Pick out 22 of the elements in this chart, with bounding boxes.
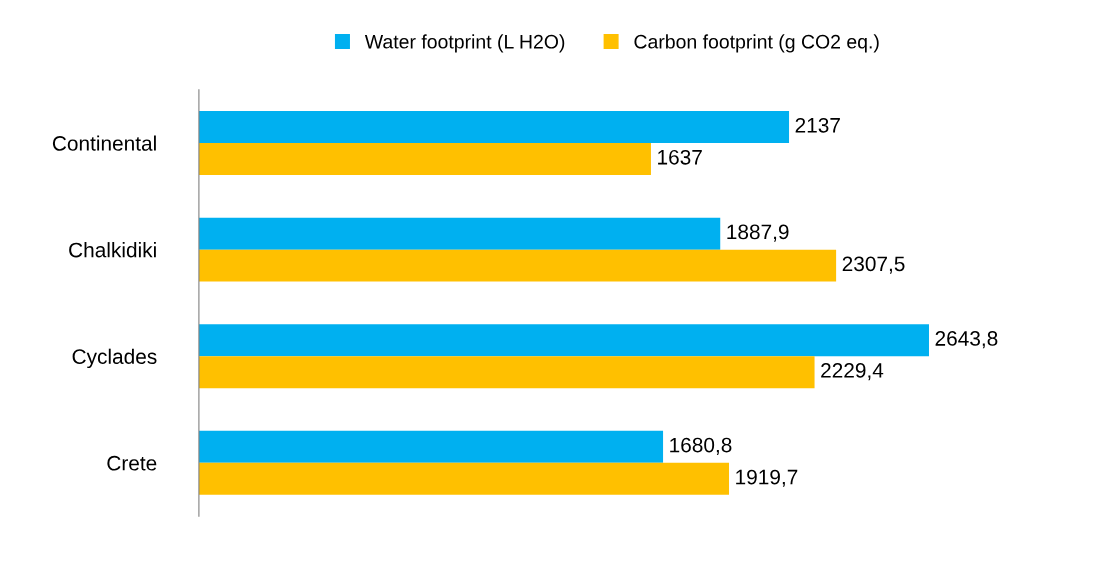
bar [198,430,664,463]
data-label: 2643,8 [935,331,998,349]
data-label: 2229,4 [821,363,884,381]
bar [198,324,929,357]
data-label: 1637 [658,149,702,165]
data-label: 1680,8 [670,437,732,455]
bar [198,111,790,144]
y-tick-label: Chalkidiki [69,242,156,258]
data-label: 2307,5 [842,256,905,274]
y-tick-label: Continental [52,135,156,151]
bar [198,356,815,389]
legend-label: Water footprint (L H2O) [364,34,565,53]
y-tick-label: Crete [107,455,157,471]
data-label: 1887,9 [727,224,789,242]
bar [198,143,651,176]
bar [198,249,837,282]
data-label: 2137 [795,117,840,133]
data-label: 1919,7 [736,469,798,487]
y-tick-label: Cyclades [72,348,157,369]
bar [198,217,721,250]
bar [198,462,730,495]
legend-label: Carbon footprint (g CO2 eq.) [634,34,879,53]
